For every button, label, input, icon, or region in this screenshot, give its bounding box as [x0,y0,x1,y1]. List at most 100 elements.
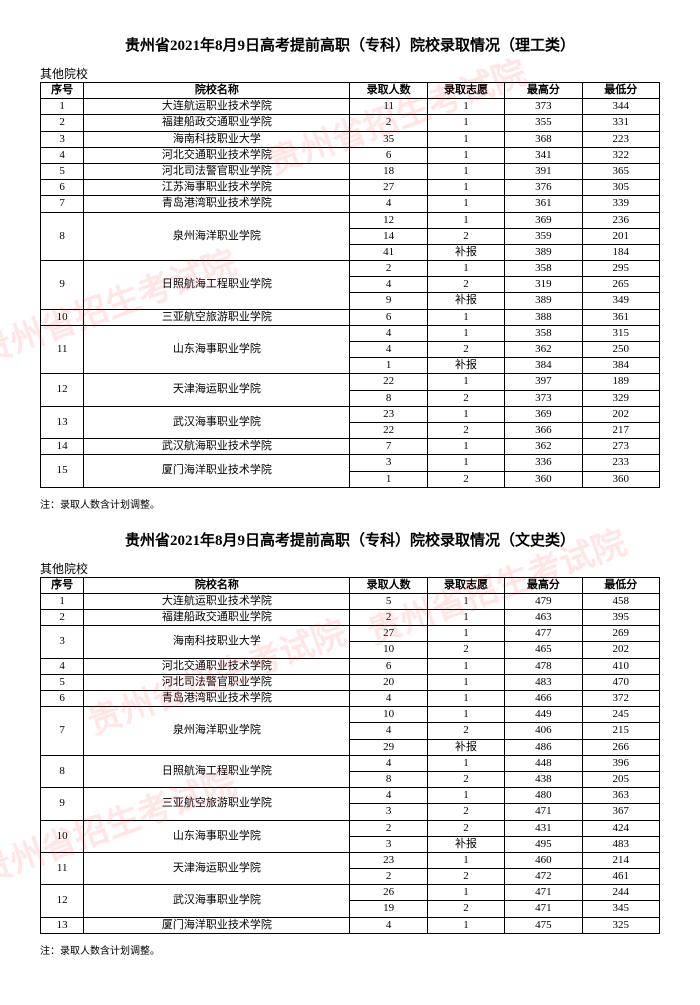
cell-value: 367 [582,804,659,820]
cell-value: 463 [505,610,582,626]
cell-school-name: 泉州海洋职业学院 [84,212,350,261]
cell-school-name: 河北司法警官职业学院 [84,163,350,179]
table-row: 2福建船政交通职业学院21463395 [41,610,660,626]
table-row: 9日照航海工程职业学院21358295 [41,261,660,277]
cell-value: 1 [427,406,504,422]
section-title: 贵州省2021年8月9日高考提前高职（专科）院校录取情况（理工类） [40,34,660,55]
cell-value: 1 [427,691,504,707]
cell-index: 9 [41,788,84,820]
cell-value: 2 [427,771,504,787]
cell-value: 1 [427,131,504,147]
cell-value: 329 [582,390,659,406]
cell-value: 1 [427,99,504,115]
cell-value: 480 [505,788,582,804]
cell-value: 1 [427,212,504,228]
section-note: 注：录取人数含计划调整。 [40,942,660,957]
cell-value: 202 [582,406,659,422]
cell-school-name: 三亚航空旅游职业学院 [84,788,350,820]
cell-value: 465 [505,642,582,658]
cell-index: 12 [41,374,84,406]
cell-school-name: 武汉航海职业技术学院 [84,439,350,455]
cell-value: 396 [582,755,659,771]
cell-value: 205 [582,771,659,787]
cell-value: 2 [350,261,427,277]
cell-value: 26 [350,885,427,901]
section-title: 贵州省2021年8月9日高考提前高职（专科）院校录取情况（文史类） [40,529,660,550]
cell-value: 1 [427,788,504,804]
cell-value: 1 [427,707,504,723]
cell-index: 13 [41,406,84,438]
cell-school-name: 河北司法警官职业学院 [84,674,350,690]
cell-value: 12 [350,212,427,228]
cell-value: 1 [427,180,504,196]
cell-value: 1 [427,163,504,179]
cell-value: 2 [427,901,504,917]
cell-school-name: 日照航海工程职业学院 [84,755,350,787]
table-row: 12武汉海事职业学院261471244 [41,885,660,901]
cell-index: 1 [41,593,84,609]
cell-value: 345 [582,901,659,917]
cell-value: 补报 [427,358,504,374]
cell-value: 358 [505,325,582,341]
cell-value: 1 [427,626,504,642]
cell-value: 4 [350,277,427,293]
cell-value: 344 [582,99,659,115]
cell-value: 349 [582,293,659,309]
cell-school-name: 山东海事职业学院 [84,820,350,852]
cell-value: 2 [427,277,504,293]
column-header: 院校名称 [84,577,350,593]
cell-school-name: 大连航运职业技术学院 [84,593,350,609]
cell-value: 355 [505,115,582,131]
cell-index: 7 [41,707,84,756]
cell-index: 2 [41,610,84,626]
cell-value: 373 [505,99,582,115]
cell-value: 19 [350,901,427,917]
cell-index: 12 [41,885,84,917]
cell-value: 3 [350,455,427,471]
cell-value: 1 [427,196,504,212]
column-header: 最低分 [582,577,659,593]
cell-value: 214 [582,852,659,868]
cell-value: 475 [505,917,582,933]
cell-school-name: 河北交通职业技术学院 [84,658,350,674]
cell-value: 458 [582,593,659,609]
cell-value: 236 [582,212,659,228]
cell-value: 360 [582,471,659,487]
cell-value: 7 [350,439,427,455]
cell-school-name: 厦门海洋职业技术学院 [84,917,350,933]
cell-index: 11 [41,852,84,884]
cell-value: 2 [427,228,504,244]
cell-value: 2 [427,422,504,438]
cell-index: 11 [41,325,84,374]
table-row: 6青岛港湾职业技术学院41466372 [41,691,660,707]
section-subhead: 其他院校 [40,65,660,82]
cell-index: 2 [41,115,84,131]
cell-value: 4 [350,755,427,771]
cell-value: 472 [505,869,582,885]
cell-value: 466 [505,691,582,707]
cell-value: 460 [505,852,582,868]
cell-value: 363 [582,788,659,804]
table-row: 1大连航运职业技术学院51479458 [41,593,660,609]
cell-value: 362 [505,439,582,455]
cell-value: 319 [505,277,582,293]
cell-value: 4 [350,342,427,358]
cell-value: 376 [505,180,582,196]
cell-value: 389 [505,244,582,260]
cell-value: 11 [350,99,427,115]
cell-value: 2 [427,869,504,885]
cell-value: 18 [350,163,427,179]
cell-value: 4 [350,196,427,212]
column-header: 序号 [41,577,84,593]
cell-value: 2 [350,610,427,626]
cell-value: 223 [582,131,659,147]
cell-school-name: 海南科技职业大学 [84,626,350,658]
cell-school-name: 天津海运职业学院 [84,374,350,406]
admission-table: 序号院校名称录取人数录取志愿最高分最低分1大连航运职业技术学院111373344… [40,82,660,488]
cell-value: 22 [350,422,427,438]
cell-value: 9 [350,293,427,309]
cell-value: 2 [427,342,504,358]
cell-value: 388 [505,309,582,325]
cell-school-name: 海南科技职业大学 [84,131,350,147]
cell-value: 4 [350,788,427,804]
